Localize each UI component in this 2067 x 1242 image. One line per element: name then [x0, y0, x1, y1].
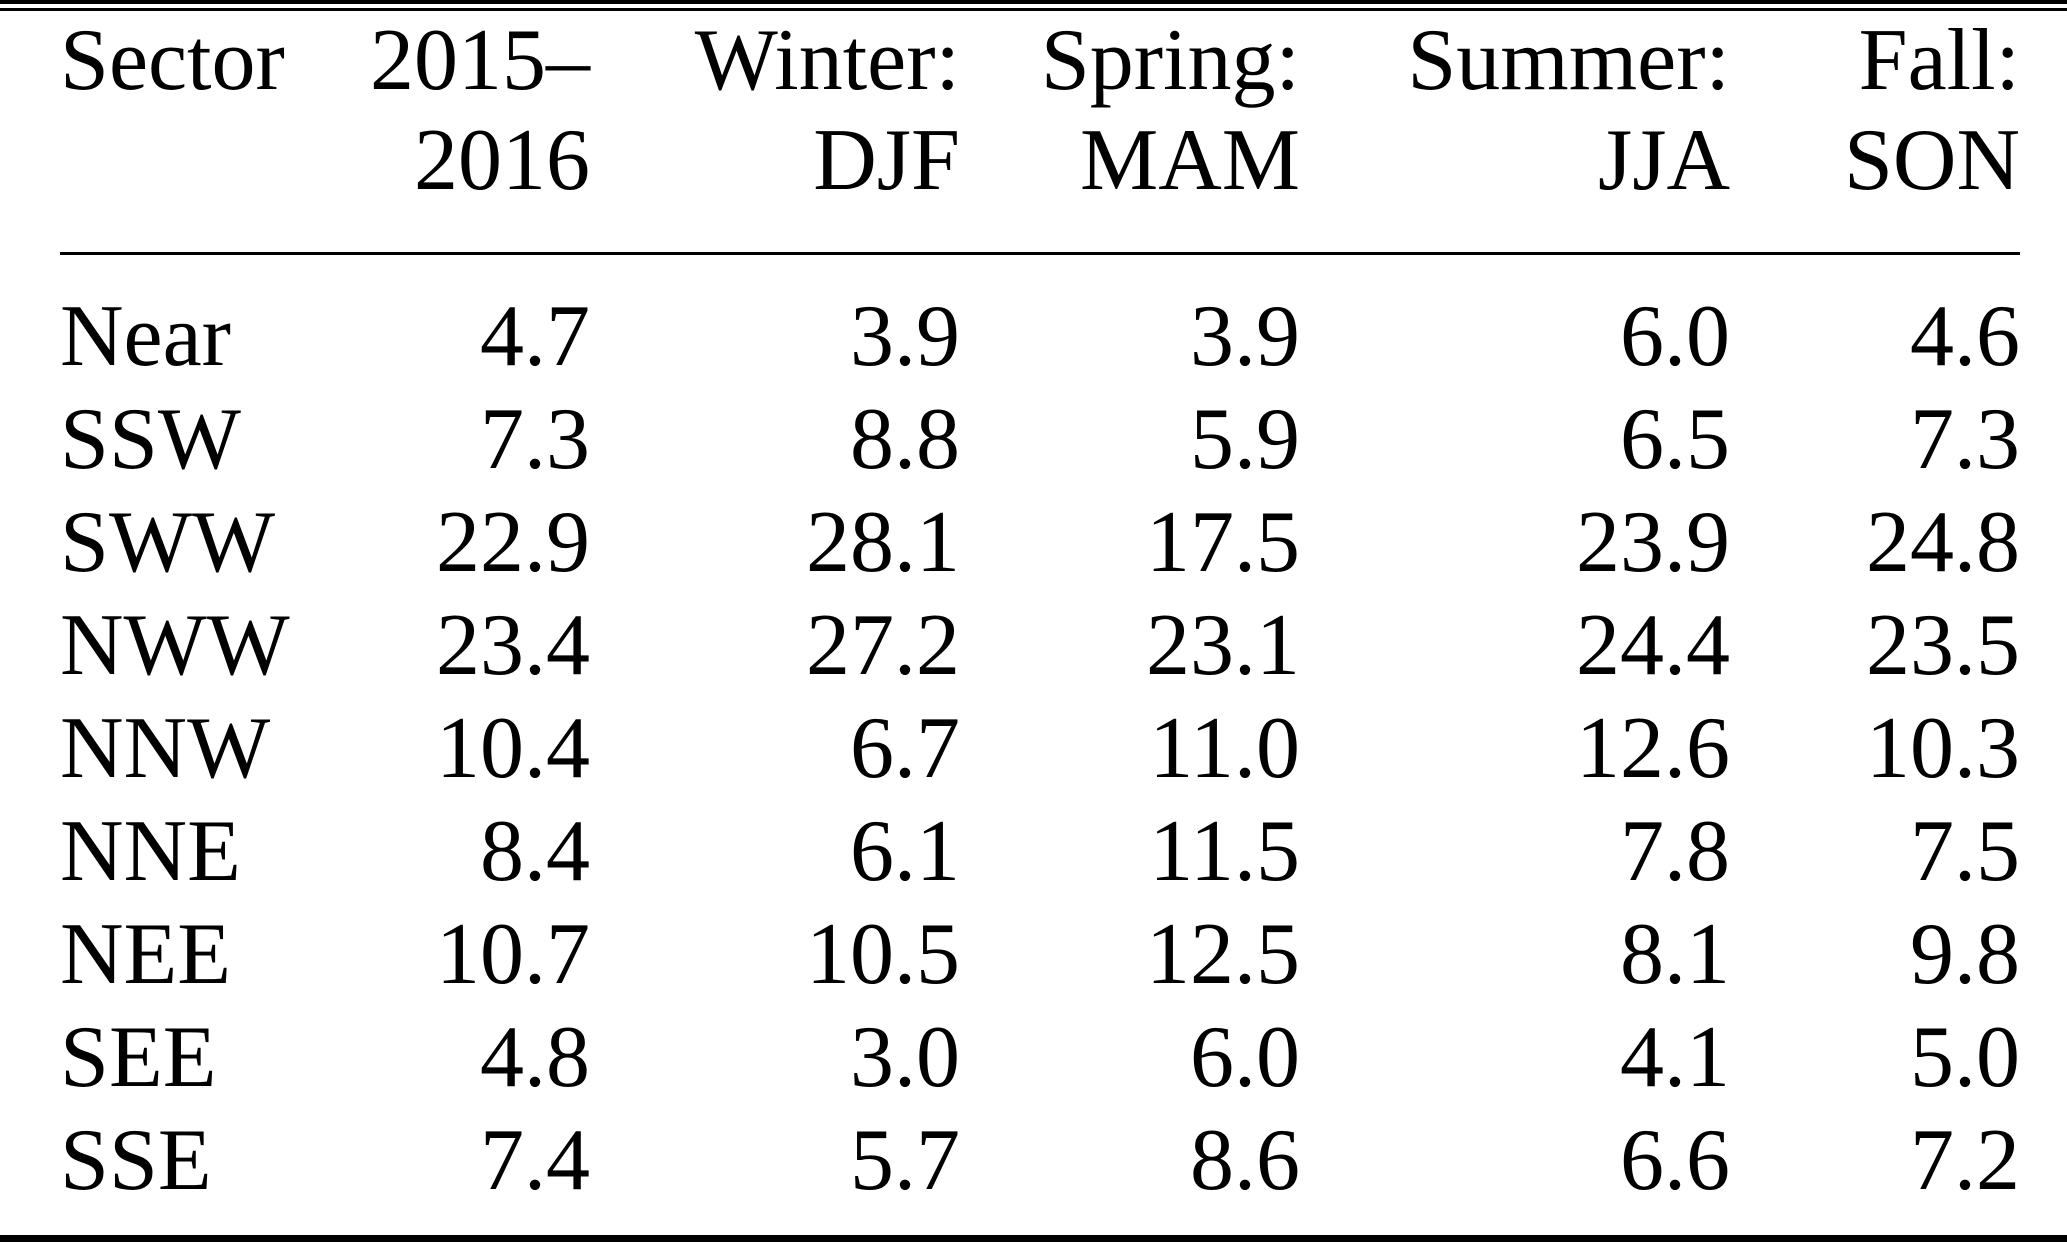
value-cell: 7.2	[1910, 1112, 2020, 1209]
value-cell: 3.9	[1190, 288, 1300, 385]
spacer-row	[60, 254, 2020, 286]
value-cell: 7.8	[1620, 803, 1730, 900]
table-row: Near 4.7 3.9 3.9 6.0 4.6	[60, 285, 2020, 388]
value-cell: 9.8	[1910, 906, 2020, 1003]
value-cell: 23.1	[1146, 597, 1300, 694]
header-line: Summer:	[1407, 12, 1730, 109]
table-row: NNW 10.4 6.7 11.0 12.6 10.3	[60, 697, 2020, 800]
spacer-cell	[60, 254, 2020, 286]
value-cell: 4.8	[480, 1009, 590, 1106]
value-cell: 28.1	[806, 494, 960, 591]
value-cell: 24.4	[1576, 597, 1730, 694]
header-line: Fall:	[1858, 12, 2020, 109]
value-cell: 10.4	[436, 700, 590, 797]
table-body: Near 4.7 3.9 3.9 6.0 4.6 SSW 7.3 8.8 5.9…	[60, 254, 2020, 1228]
value-cell: 23.4	[436, 597, 590, 694]
table-row: SEE 4.8 3.0 6.0 4.1 5.0	[60, 1006, 2020, 1109]
value-cell: 5.9	[1190, 391, 1300, 488]
top-rule-thick	[0, 0, 2067, 4]
header-row: Sector 2015– 2016 Winter: DJF Spring: MA…	[60, 11, 2020, 255]
col-header-summer-jja: Summer: JJA	[1300, 11, 1730, 255]
value-cell: 3.9	[850, 288, 960, 385]
header-line: JJA	[1597, 112, 1730, 209]
table-row: NEE 10.7 10.5 12.5 8.1 9.8	[60, 903, 2020, 1006]
sector-cell: NNW	[60, 700, 271, 797]
header-line: Sector	[60, 12, 285, 109]
col-header-2015-2016: 2015– 2016	[360, 11, 590, 255]
header-line: 2015–	[370, 12, 590, 109]
header-line: Spring:	[1040, 12, 1300, 109]
col-header-winter-djf: Winter: DJF	[590, 11, 960, 255]
value-cell: 6.0	[1190, 1009, 1300, 1106]
value-cell: 23.9	[1576, 494, 1730, 591]
sector-cell: Near	[60, 288, 231, 385]
value-cell: 3.0	[850, 1009, 960, 1106]
seasonal-wind-sector-table: Sector 2015– 2016 Winter: DJF Spring: MA…	[60, 11, 2020, 1227]
col-header-fall-son: Fall: SON	[1730, 11, 2020, 255]
value-cell: 11.5	[1149, 803, 1300, 900]
spacer-row	[60, 1212, 2020, 1227]
value-cell: 5.7	[850, 1112, 960, 1209]
value-cell: 6.6	[1620, 1112, 1730, 1209]
sector-cell: NWW	[60, 597, 290, 694]
header-line: MAM	[1079, 112, 1300, 209]
value-cell: 6.7	[850, 700, 960, 797]
sector-cell: SWW	[60, 494, 276, 591]
value-cell: 4.6	[1910, 288, 2020, 385]
header-line: 2016	[414, 112, 590, 209]
sector-cell: SEE	[60, 1009, 217, 1106]
value-cell: 12.5	[1146, 906, 1300, 1003]
value-cell: 7.3	[480, 391, 590, 488]
header-line: DJF	[813, 112, 960, 209]
sector-cell: SSE	[60, 1112, 212, 1209]
sector-cell: NNE	[60, 803, 241, 900]
value-cell: 27.2	[806, 597, 960, 694]
value-cell: 12.6	[1576, 700, 1730, 797]
value-cell: 11.0	[1149, 700, 1300, 797]
sector-cell: NEE	[60, 906, 232, 1003]
value-cell: 24.8	[1866, 494, 2020, 591]
col-header-spring-mam: Spring: MAM	[960, 11, 1300, 255]
table-row: SSE 7.4 5.7 8.6 6.6 7.2	[60, 1109, 2020, 1212]
value-cell: 6.1	[850, 803, 960, 900]
value-cell: 6.0	[1620, 288, 1730, 385]
value-cell: 10.5	[806, 906, 960, 1003]
top-rule-thin	[0, 8, 2067, 11]
value-cell: 17.5	[1146, 494, 1300, 591]
value-cell: 8.6	[1190, 1112, 1300, 1209]
table-row: SSW 7.3 8.8 5.9 6.5 7.3	[60, 388, 2020, 491]
value-cell: 4.1	[1620, 1009, 1730, 1106]
value-cell: 22.9	[436, 494, 590, 591]
sector-cell: SSW	[60, 391, 241, 488]
value-cell: 23.5	[1866, 597, 2020, 694]
header-line: SON	[1843, 112, 2020, 209]
value-cell: 6.5	[1620, 391, 1730, 488]
bottom-rule	[0, 1235, 2067, 1242]
value-cell: 7.4	[480, 1112, 590, 1209]
value-cell: 4.7	[480, 288, 590, 385]
value-cell: 7.3	[1910, 391, 2020, 488]
value-cell: 8.4	[480, 803, 590, 900]
header-line: Winter:	[694, 12, 960, 109]
value-cell: 7.5	[1910, 803, 2020, 900]
value-cell: 5.0	[1910, 1009, 2020, 1106]
table-row: NNE 8.4 6.1 11.5 7.8 7.5	[60, 800, 2020, 903]
value-cell: 8.8	[850, 391, 960, 488]
table-row: SWW 22.9 28.1 17.5 23.9 24.8	[60, 491, 2020, 594]
value-cell: 10.7	[436, 906, 590, 1003]
value-cell: 8.1	[1620, 906, 1730, 1003]
value-cell: 10.3	[1866, 700, 2020, 797]
col-header-sector: Sector	[60, 11, 360, 255]
spacer-cell	[60, 1212, 2020, 1227]
table-row: NWW 23.4 27.2 23.1 24.4 23.5	[60, 594, 2020, 697]
table-header: Sector 2015– 2016 Winter: DJF Spring: MA…	[60, 11, 2020, 255]
